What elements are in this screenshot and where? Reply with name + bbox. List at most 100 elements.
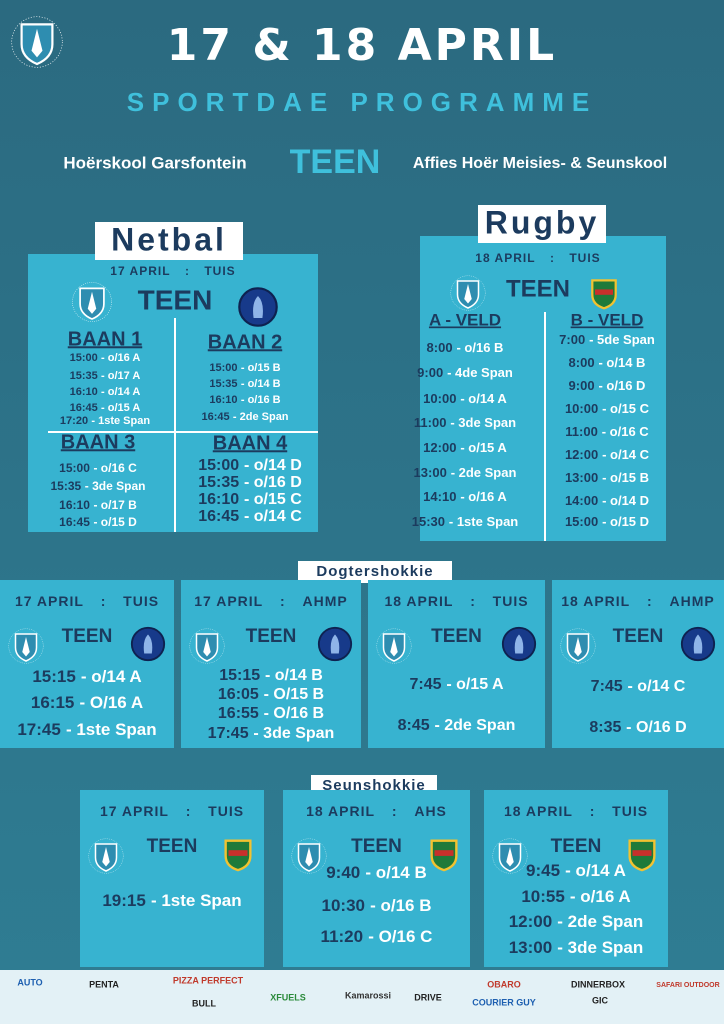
sponsor: PENTA — [89, 979, 119, 989]
game: 16:45- o/15 A — [70, 402, 141, 414]
game: 10:30 - o/16 B — [322, 896, 432, 915]
home-school: Hoërskool Garsfontein — [63, 153, 246, 172]
game: 15:00- o/16 C — [59, 461, 137, 475]
game-team: - o/16 D — [598, 378, 645, 393]
game-time: 14:00 — [565, 493, 598, 508]
date-line: 18 APRIL: TUIS — [475, 251, 600, 265]
game: 16:15 - O/16 A — [31, 693, 143, 712]
home-logo — [291, 838, 327, 874]
game-team: - o/17 B — [93, 498, 137, 512]
figure — [253, 296, 263, 318]
venue: AHMP — [302, 593, 347, 609]
game-team: - 1ste Span — [449, 514, 518, 529]
away-logo — [130, 626, 166, 662]
court-name: BAAN 4 — [213, 432, 288, 454]
figure — [693, 634, 703, 654]
game-team: - o/14 D — [244, 457, 302, 474]
emblem — [87, 291, 97, 314]
emblem — [305, 847, 313, 867]
game-team: - o/16 D — [244, 474, 302, 491]
game-time: 16:10 — [59, 498, 90, 512]
game: 15:15 - o/14 B — [219, 667, 323, 684]
game-team: - o/16 A — [570, 887, 631, 906]
band — [228, 850, 248, 856]
game-time: 16:10 — [209, 394, 237, 406]
emblem — [102, 847, 110, 867]
away-school: Affies Hoër Meisies- & Seunskool — [413, 155, 667, 172]
game-team: - o/17 A — [101, 370, 140, 382]
court-name: BAAN 3 — [61, 431, 135, 453]
venue: TUIS — [612, 803, 648, 819]
game-team: - 3de Span — [450, 415, 516, 430]
game-team: - o/14 B — [365, 863, 426, 882]
game-time: 15:00 — [209, 362, 237, 374]
game: 15:35 - o/14 B — [209, 378, 280, 390]
away-logo — [628, 839, 656, 872]
game-time: 10:30 — [322, 896, 365, 915]
teen: TEEN — [506, 275, 570, 302]
date-line: 18 APRIL: TUIS — [504, 803, 648, 819]
sponsor: BULL — [192, 998, 216, 1008]
game-team: - 2de Span — [451, 465, 517, 480]
game-time: 9:40 — [326, 863, 360, 882]
teen: TEEN — [431, 626, 482, 647]
game: 15:00 - o/14 D — [198, 457, 302, 474]
game-time: 15:30 — [412, 514, 445, 529]
sponsor: SAFARI OUTDOOR — [656, 982, 719, 989]
game: 7:45 - o/15 A — [409, 676, 503, 693]
game: 16:45 - o/14 C — [198, 508, 302, 525]
home-logo — [560, 628, 596, 664]
game-time: 16:45 — [59, 515, 90, 529]
game-time: 16:10 — [70, 386, 98, 398]
game-time: 8:35 — [589, 719, 621, 736]
game: 13:00 - 3de Span — [509, 938, 644, 957]
game-team: - o/15 B — [602, 470, 649, 485]
sponsor: XFUELS — [270, 992, 306, 1002]
date: 17 APRIL — [100, 803, 169, 819]
game-time: 16:45 — [198, 508, 239, 525]
sep: : — [186, 803, 192, 819]
venue: TUIS — [569, 251, 600, 265]
game-team: - o/14 C — [244, 508, 302, 525]
date-line: 17 APRIL: TUIS — [110, 264, 235, 278]
game-team: - O/16 A — [79, 693, 143, 712]
away-logo — [238, 287, 278, 327]
sponsor: OBARO — [487, 979, 521, 989]
date: 18 APRIL — [475, 251, 535, 265]
dogtershokkie-panel — [552, 580, 724, 748]
away-logo — [501, 626, 537, 662]
rugby-title-box — [478, 205, 606, 243]
game: 16:10 - o/15 C — [198, 491, 302, 508]
seunshokkie-title: Seunshokkie — [322, 777, 426, 794]
away-logo — [317, 626, 353, 662]
teen: TEEN — [551, 836, 602, 857]
subtitle: SPORTDAE PROGRAMME — [127, 87, 597, 117]
teen: TEEN — [62, 626, 113, 647]
game: 13:00 - 2de Span — [414, 465, 517, 480]
sep: : — [101, 593, 107, 609]
title: 17 & 18 APRIL — [167, 20, 557, 71]
game-team: - o/15 A — [460, 440, 507, 455]
game-team: - o/14 A — [81, 667, 142, 686]
band — [595, 289, 613, 295]
game: 15:35- 3de Span — [51, 479, 146, 493]
game: 9:00- o/16 D — [569, 378, 646, 393]
game-time: 16:55 — [218, 705, 259, 722]
game-time: 19:15 — [102, 891, 145, 910]
game-team: - 1ste Span — [66, 720, 157, 739]
game-team: - 3de Span — [253, 725, 334, 742]
game-team: - o/15 C — [602, 401, 650, 416]
date: 17 APRIL — [194, 593, 263, 609]
emblem — [506, 847, 514, 867]
game: 8:35 - O/16 D — [589, 719, 686, 736]
teen: TEEN — [138, 284, 213, 315]
teen: TEEN — [147, 836, 198, 857]
emblem — [22, 637, 30, 657]
game-team: - o/14 B — [598, 355, 645, 370]
emblem — [31, 28, 43, 58]
seunshokkie-panel — [283, 790, 470, 967]
game-time: 15:00 — [565, 514, 598, 529]
game-time: 15:15 — [32, 667, 75, 686]
game-time: 14:10 — [423, 489, 456, 504]
game: 17:45- 3de Span — [208, 725, 335, 742]
